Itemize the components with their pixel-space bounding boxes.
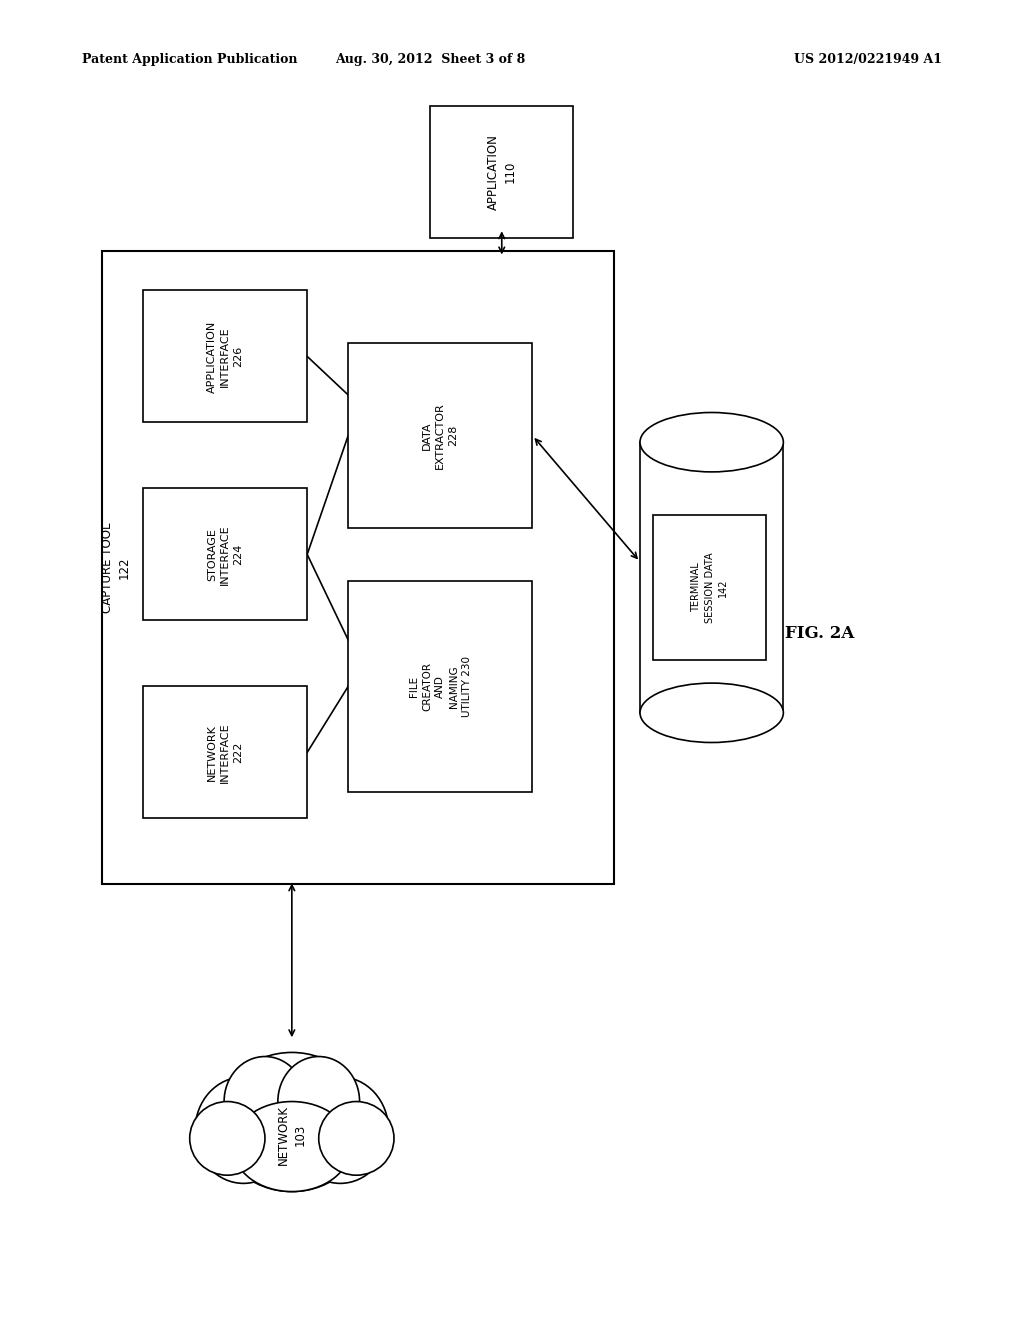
FancyBboxPatch shape: [102, 251, 614, 884]
Ellipse shape: [189, 1101, 265, 1175]
Text: STORAGE
INTERFACE
224: STORAGE INTERFACE 224: [207, 524, 244, 585]
FancyBboxPatch shape: [348, 581, 532, 792]
Text: FILE
CREATOR
AND
NAMING
UTILITY 230: FILE CREATOR AND NAMING UTILITY 230: [409, 656, 472, 717]
Text: APPLICATION
110: APPLICATION 110: [486, 133, 517, 210]
Text: DATA STORE
140: DATA STORE 140: [731, 595, 754, 660]
Text: CAPTURE TOOL
122: CAPTURE TOOL 122: [100, 523, 131, 612]
Text: Aug. 30, 2012  Sheet 3 of 8: Aug. 30, 2012 Sheet 3 of 8: [335, 53, 525, 66]
FancyBboxPatch shape: [143, 290, 307, 422]
Ellipse shape: [278, 1056, 359, 1147]
FancyBboxPatch shape: [348, 343, 532, 528]
Ellipse shape: [195, 1077, 292, 1184]
FancyBboxPatch shape: [640, 442, 783, 713]
FancyBboxPatch shape: [143, 488, 307, 620]
Ellipse shape: [216, 1052, 367, 1192]
Text: Patent Application Publication: Patent Application Publication: [82, 53, 297, 66]
Text: NETWORK
INTERFACE
222: NETWORK INTERFACE 222: [207, 722, 244, 783]
Text: TERMINAL
SESSION DATA
142: TERMINAL SESSION DATA 142: [691, 552, 728, 623]
Ellipse shape: [640, 412, 783, 473]
FancyBboxPatch shape: [143, 686, 307, 818]
Text: APPLICATION
INTERFACE
226: APPLICATION INTERFACE 226: [207, 321, 244, 392]
Text: DATA
EXTRACTOR
228: DATA EXTRACTOR 228: [422, 403, 459, 469]
Text: FIG. 2A: FIG. 2A: [784, 626, 854, 642]
Ellipse shape: [292, 1077, 389, 1184]
Text: US 2012/0221949 A1: US 2012/0221949 A1: [794, 53, 942, 66]
Ellipse shape: [224, 1056, 306, 1147]
Ellipse shape: [232, 1101, 351, 1192]
FancyBboxPatch shape: [430, 106, 573, 238]
Ellipse shape: [318, 1101, 394, 1175]
Ellipse shape: [640, 682, 783, 742]
Text: NETWORK
103: NETWORK 103: [276, 1105, 307, 1166]
FancyBboxPatch shape: [653, 515, 766, 660]
